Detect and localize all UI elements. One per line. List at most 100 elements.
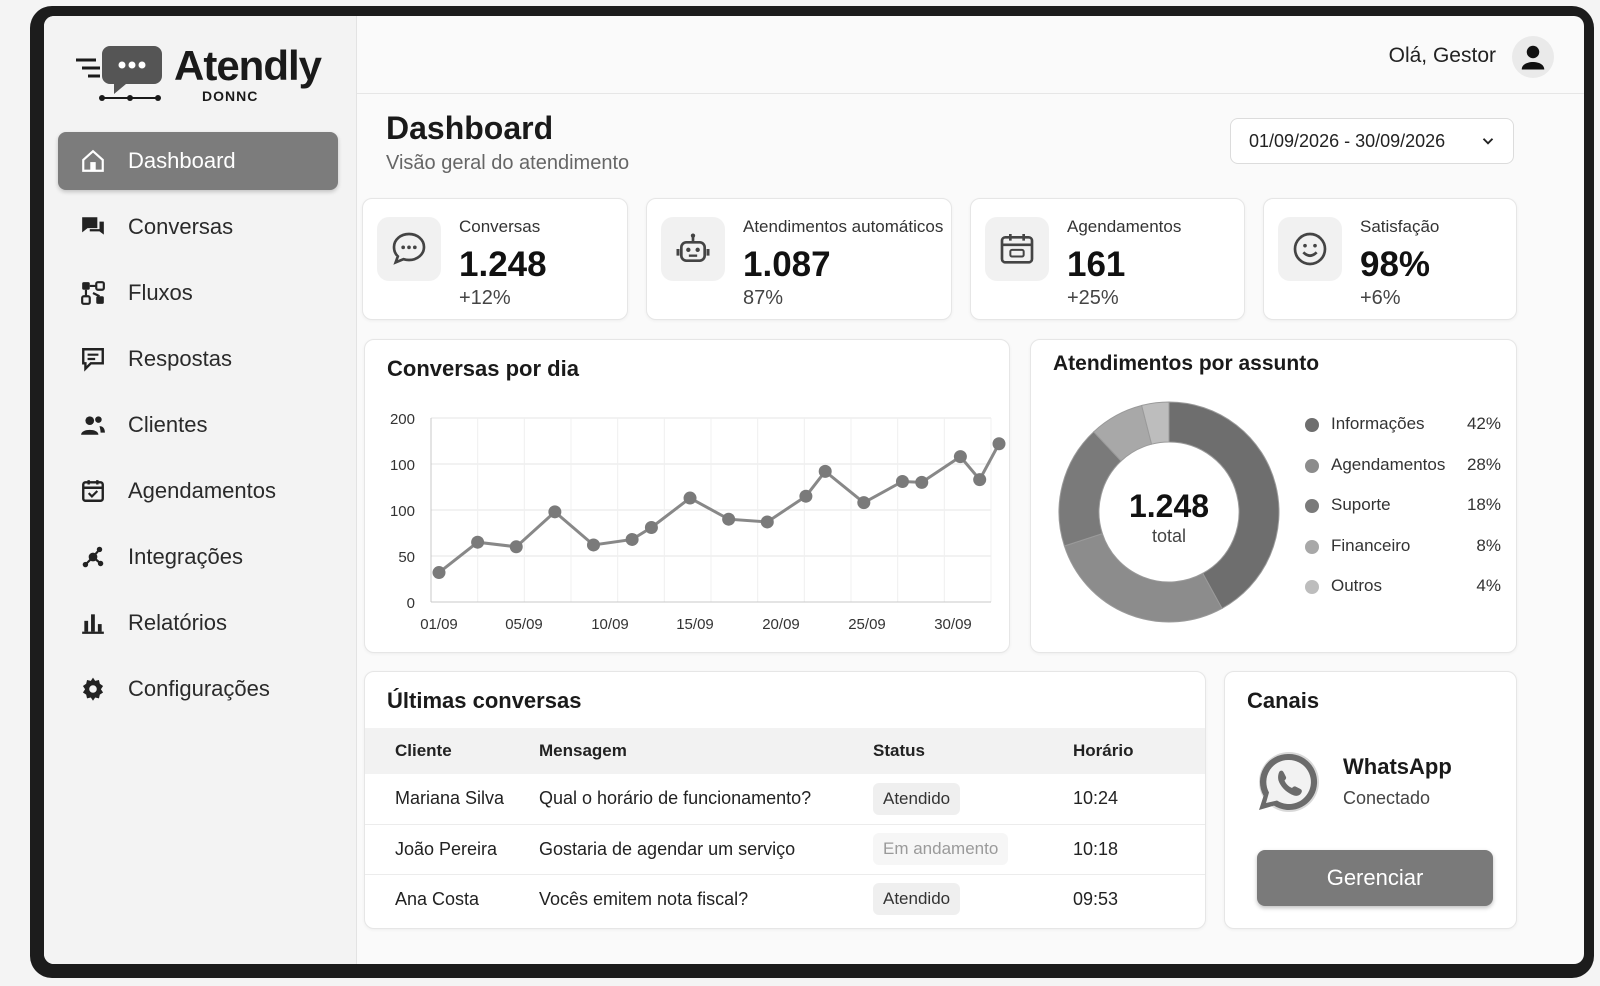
sidebar-item-label: Relatórios bbox=[128, 610, 228, 635]
kpi-label: Conversas bbox=[459, 217, 541, 236]
sidebar-item-fluxos[interactable]: Fluxos bbox=[58, 264, 338, 322]
legend-pct: 28% bbox=[1466, 454, 1501, 474]
sidebar-item-agendamentos[interactable]: Agendamentos bbox=[58, 462, 338, 520]
sidebar-item-label: Respostas bbox=[128, 346, 232, 371]
app-logo[interactable]: Atendly DONNC bbox=[74, 42, 334, 112]
kpi-card-automaticos: Atendimentos automáticos 1.087 87% bbox=[646, 198, 952, 320]
kpi-change: +12% bbox=[459, 287, 511, 309]
column-header[interactable]: Cliente bbox=[365, 728, 539, 774]
kpi-change: +25% bbox=[1067, 287, 1119, 309]
data-point bbox=[915, 475, 929, 489]
data-point bbox=[509, 540, 523, 554]
donut-chart-card: Atendimentos por assunto 1.248 total Inf… bbox=[1030, 339, 1517, 653]
sidebar-item-relatorios[interactable]: Relatórios bbox=[58, 594, 338, 652]
whatsapp-icon bbox=[1259, 752, 1319, 812]
table-row[interactable]: João Pereira Gostaria de agendar um serv… bbox=[365, 824, 1205, 875]
table-row[interactable]: Mariana Silva Qual o horário de funciona… bbox=[365, 774, 1205, 825]
robot-icon bbox=[661, 217, 725, 281]
legend-item: Informações 42% bbox=[1301, 412, 1501, 453]
data-point bbox=[953, 450, 967, 464]
data-point bbox=[548, 505, 562, 519]
home-icon bbox=[80, 148, 106, 174]
table-row[interactable]: Ana Costa Vocês emitem nota fiscal? Aten… bbox=[365, 874, 1205, 924]
legend-item: Suporte 18% bbox=[1301, 493, 1501, 534]
sidebar-item-dashboard[interactable]: Dashboard bbox=[58, 132, 338, 190]
legend-dot bbox=[1305, 580, 1319, 594]
sidebar: Atendly DONNC Dashboard Conversas Fluxos… bbox=[44, 16, 357, 964]
sidebar-item-label: Integrações bbox=[128, 544, 243, 569]
user-icon[interactable] bbox=[1512, 36, 1554, 78]
donut-chart-title: Atendimentos por assunto bbox=[1053, 352, 1320, 375]
column-header[interactable]: Horário bbox=[1073, 728, 1205, 774]
sidebar-item-label: Dashboard bbox=[128, 148, 236, 173]
sidebar-nav: Dashboard Conversas Fluxos Respostas Cli… bbox=[58, 132, 338, 726]
data-point bbox=[683, 491, 697, 505]
series-line bbox=[438, 443, 1001, 574]
legend-pct: 8% bbox=[1476, 535, 1501, 555]
smile-icon bbox=[1278, 217, 1342, 281]
data-point bbox=[992, 437, 1006, 451]
donut-slice bbox=[1168, 401, 1280, 610]
donut-total-label: total bbox=[1151, 526, 1187, 546]
legend-name: Suporte bbox=[1331, 495, 1391, 514]
integration-icon bbox=[80, 544, 106, 570]
sidebar-item-configuracoes[interactable]: Configurações bbox=[58, 660, 338, 718]
donut-slice bbox=[1141, 401, 1170, 445]
calendar-icon bbox=[80, 478, 106, 504]
legend-dot bbox=[1305, 539, 1319, 554]
donut-center: 1.248 total bbox=[1059, 402, 1279, 622]
sidebar-item-integracoes[interactable]: Integrações bbox=[58, 528, 338, 586]
chat-logo-icon bbox=[76, 46, 162, 101]
donut-slice bbox=[1063, 533, 1223, 623]
cell-status: Em andamento bbox=[873, 824, 1073, 875]
data-point bbox=[973, 473, 987, 487]
status-badge: Atendido bbox=[873, 883, 961, 916]
donut-legend: Informações 42% Agendamentos 28% Suporte 18… bbox=[1301, 412, 1501, 615]
kpi-label: Agendamentos bbox=[1067, 217, 1182, 236]
channel-name: WhatsApp bbox=[1343, 754, 1452, 779]
reply-icon bbox=[80, 346, 106, 372]
conversations-table: Cliente Mensagem Status Horário Mariana … bbox=[365, 728, 1205, 924]
legend-dot bbox=[1305, 499, 1319, 513]
y-tick-label: 100 bbox=[390, 457, 415, 474]
cell-cliente: Ana Costa bbox=[395, 888, 480, 909]
data-point bbox=[857, 496, 871, 510]
legend-item: Financeiro 8% bbox=[1301, 534, 1501, 575]
column-header[interactable]: Status bbox=[873, 728, 1073, 774]
bar-chart-icon bbox=[80, 610, 106, 636]
data-point bbox=[895, 474, 909, 488]
donut-chart bbox=[1058, 401, 1280, 623]
cell-horario: 09:53 bbox=[1073, 888, 1119, 909]
data-point bbox=[432, 566, 446, 580]
sidebar-item-label: Clientes bbox=[128, 412, 208, 437]
channel-status: Conectado bbox=[1343, 788, 1431, 808]
manage-button[interactable]: Gerenciar bbox=[1257, 850, 1493, 906]
kpi-card-conversas: Conversas 1.248 +12% bbox=[362, 198, 628, 320]
column-header[interactable]: Mensagem bbox=[539, 728, 873, 774]
chevron-down-icon bbox=[1482, 138, 1494, 145]
date-range-value: 01/09/2026 - 30/09/2026 bbox=[1249, 130, 1446, 151]
chat-icon bbox=[80, 214, 106, 240]
date-range-select[interactable]: 01/09/2026 - 30/09/2026 bbox=[1230, 118, 1514, 164]
cell-horario: 10:24 bbox=[1073, 774, 1205, 825]
gear-icon bbox=[80, 676, 106, 702]
x-tick-label: 15/09 bbox=[676, 616, 714, 633]
sidebar-item-clientes[interactable]: Clientes bbox=[58, 396, 338, 454]
legend-item: Agendamentos 28% bbox=[1301, 453, 1501, 494]
kpi-card-satisfacao: Satisfação 98% +6% bbox=[1263, 198, 1517, 320]
kpi-card-agendamentos: Agendamentos 161 +25% bbox=[970, 198, 1245, 320]
data-point bbox=[818, 464, 832, 478]
recent-conversations-title: Últimas conversas bbox=[387, 688, 582, 713]
app-screen: Atendly DONNC Dashboard Conversas Fluxos… bbox=[44, 16, 1584, 964]
kpi-value: 161 bbox=[1067, 245, 1126, 284]
data-point bbox=[471, 535, 485, 549]
x-tick-label: 10/09 bbox=[591, 616, 629, 633]
users-icon bbox=[80, 412, 106, 438]
sidebar-item-conversas[interactable]: Conversas bbox=[58, 198, 338, 256]
channels-title: Canais bbox=[1247, 688, 1320, 713]
data-point bbox=[722, 512, 736, 526]
recent-conversations-card: Últimas conversas Cliente Mensagem Statu… bbox=[364, 671, 1206, 929]
cell-mensagem: Vocês emitem nota fiscal? bbox=[539, 888, 749, 909]
sidebar-item-respostas[interactable]: Respostas bbox=[58, 330, 338, 388]
data-point bbox=[644, 520, 658, 534]
